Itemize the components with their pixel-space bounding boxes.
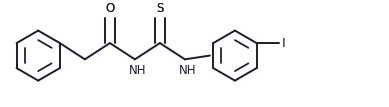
Text: NH: NH: [129, 64, 147, 77]
Text: S: S: [156, 2, 164, 15]
Text: S: S: [156, 2, 164, 15]
Text: I: I: [282, 37, 285, 50]
Text: O: O: [105, 2, 114, 15]
Text: O: O: [105, 2, 114, 15]
Text: NH: NH: [179, 64, 197, 77]
Text: O: O: [105, 2, 114, 15]
